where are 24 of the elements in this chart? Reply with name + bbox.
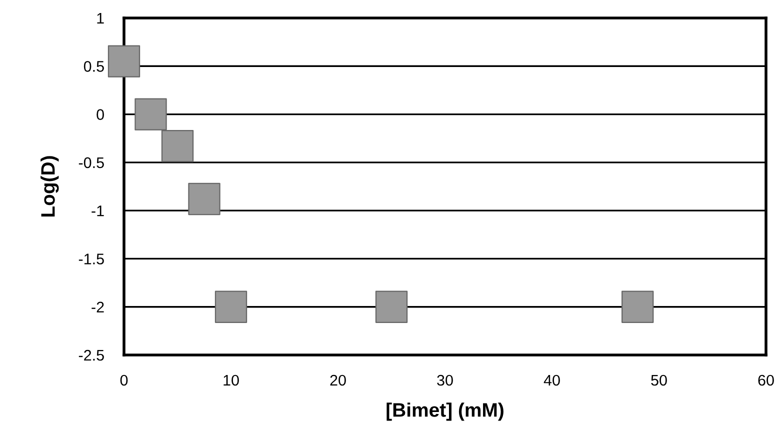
y-tick-label: -1.5 — [78, 254, 104, 264]
x-axis-title: [Bimet] (mM) — [386, 402, 504, 421]
point — [375, 290, 408, 323]
point — [161, 130, 194, 162]
y-tick-label: -1 — [92, 206, 104, 216]
point — [134, 98, 167, 130]
y-axis-title: Log(D) — [40, 156, 59, 217]
y-tick-label: 1 — [97, 13, 104, 24]
y-tick-label: -2.5 — [78, 350, 104, 361]
x-tick-label: 20 — [330, 374, 346, 386]
point — [622, 290, 654, 323]
point — [214, 290, 248, 323]
x-tick-label: 40 — [544, 374, 560, 386]
y-tick-label: -0.5 — [78, 157, 104, 168]
x-tick-label: 60 — [758, 374, 774, 386]
x-tick-label: 50 — [651, 374, 667, 386]
y-tick-label: -2 — [92, 302, 104, 312]
x-tick-label: 0 — [120, 374, 128, 386]
y-tick-label: 0 — [96, 109, 104, 120]
x-tick-label: 30 — [437, 374, 453, 386]
point — [188, 182, 220, 216]
x-tick-label: 10 — [224, 374, 239, 386]
point — [108, 45, 140, 78]
y-tick-label: 0.5 — [84, 61, 104, 72]
